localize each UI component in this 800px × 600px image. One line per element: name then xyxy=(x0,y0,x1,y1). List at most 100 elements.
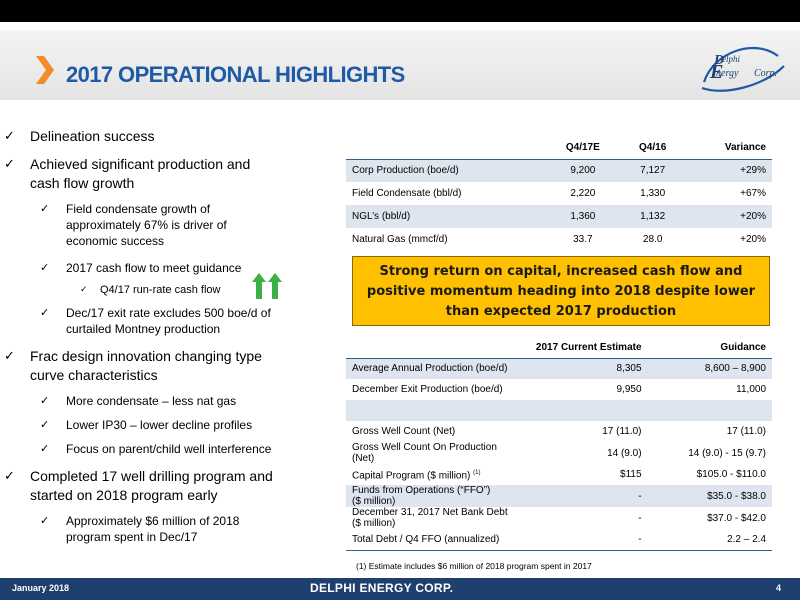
bullet-item: ✓ More condensate – less nat gas xyxy=(40,393,236,409)
check-icon: ✓ xyxy=(40,442,50,455)
bullet-line: Delineation success xyxy=(30,128,155,144)
bullet-item: ✓ Dec/17 exit rate excludes 500 boe/d of c… xyxy=(40,305,271,337)
table-row: December 31, 2017 Net Bank Debt ($ millio… xyxy=(346,507,772,529)
bullet-item: ✓ Q4/17 run-rate cash flow xyxy=(80,283,220,297)
callout-line: Strong return on capital, increased cash… xyxy=(379,264,743,279)
table-cell: 28.0 xyxy=(642,234,663,245)
bullet-text: Achieved significant production and cash … xyxy=(30,155,250,193)
check-icon: ✓ xyxy=(40,306,50,319)
check-icon: ✓ xyxy=(40,394,50,407)
bullet-line: economic success xyxy=(66,234,165,248)
bullet-line: 2017 cash flow to meet guidance xyxy=(66,261,242,275)
guidance-cell: 17 (11.0) xyxy=(726,426,766,437)
table-row: Average Annual Production (boe/d) 8,305 8,… xyxy=(346,358,772,379)
bullet-text: 2017 cash flow to meet guidance xyxy=(66,260,241,276)
guidance-cell: $105.0 - $110.0 xyxy=(696,469,766,480)
label-line: Gross Well Count (Net) xyxy=(352,426,456,437)
label-line: Average Annual Production (boe/d) xyxy=(352,363,508,375)
bullet-text: Completed 17 well drilling program and st… xyxy=(30,467,273,505)
label-line: (Net) xyxy=(352,453,375,464)
bullet-line: Q4/17 run-rate cash flow xyxy=(100,284,221,296)
production-table: Q4/17E Q4/16 Variance Corp Production (b… xyxy=(346,137,772,251)
label-line: ($ million) xyxy=(352,518,396,529)
check-icon: ✓ xyxy=(4,157,15,172)
guidance-cell: $37.0 - $42.0 xyxy=(707,512,766,524)
guidance-cell: 8,600 – 8,900 xyxy=(677,358,772,379)
table-cell: 2,220 xyxy=(570,188,596,199)
bullet-line: program spent in Dec/17 xyxy=(66,530,198,544)
check-icon: ✓ xyxy=(4,129,15,144)
footnote-ref: (1) xyxy=(473,469,481,476)
header-band xyxy=(0,30,800,100)
bullet-text: Q4/17 run-rate cash flow xyxy=(100,283,220,297)
table-row: NGL’s (bbl/d) 1,360 1,132 +20% xyxy=(346,205,772,228)
table-row: Natural Gas (mmcf/d) 33.7 28.0 +20% xyxy=(346,228,772,251)
bullet-line: approximately 67% is driver of xyxy=(66,218,227,232)
bullet-item: ✓ Frac design innovation changing type cur… xyxy=(4,347,262,385)
bullet-item: ✓ Lower IP30 – lower decline profiles xyxy=(40,417,252,433)
callout-line: than expected 2017 production xyxy=(445,304,677,319)
bullet-item: ✓ Achieved significant production and cash… xyxy=(4,155,250,193)
check-icon: ✓ xyxy=(40,202,50,215)
guidance-cell: 2.2 – 2.4 xyxy=(677,529,772,551)
row-label: December Exit Production (boe/d) xyxy=(346,379,522,400)
table-cell: 1,330 xyxy=(640,188,666,199)
table-cell: 9,200 xyxy=(545,159,621,182)
check-icon: ✓ xyxy=(4,349,15,364)
check-icon: ✓ xyxy=(40,514,50,527)
bullet-line: More condensate – less nat gas xyxy=(66,394,237,408)
svg-text:D: D xyxy=(713,53,724,68)
table-row: Field Condensate (bbl/d) 2,220 1,330 +67% xyxy=(346,182,772,205)
bullet-line: Frac design innovation changing type xyxy=(30,348,262,364)
bullet-line: Approximately $6 million of 2018 xyxy=(66,514,240,528)
bullet-text: Focus on parent/child well interference xyxy=(66,441,271,457)
svg-text:nergy: nergy xyxy=(716,68,739,79)
table-cell: +20% xyxy=(684,205,772,228)
top-black-bar xyxy=(0,0,800,22)
bullet-text: Field condensate growth of approximately … xyxy=(66,201,227,249)
table-row: Total Debt / Q4 FFO (annualized) -2.2 – 2… xyxy=(346,529,772,551)
header-cell: 2017 Current Estimate xyxy=(522,337,678,359)
row-label: Average Annual Production (boe/d) xyxy=(346,358,523,379)
estimate-cell: 17 (11.0) xyxy=(602,426,642,437)
label-line: Capital Program ($ million) xyxy=(352,470,471,482)
table-cell: Natural Gas (mmcf/d) xyxy=(352,234,448,245)
svg-text:E: E xyxy=(709,61,723,83)
check-icon: ✓ xyxy=(80,285,88,295)
bullet-line: curtailed Montney production xyxy=(66,322,221,336)
header-cell: Q4/16 xyxy=(620,137,685,160)
bullet-item: ✓ Field condensate growth of approximately… xyxy=(40,201,227,249)
footer-date: January 2018 xyxy=(12,583,70,593)
guidance-cell: $35.0 - $38.0 xyxy=(677,485,772,507)
bullet-item: ✓ Approximately $6 million of 2018 program… xyxy=(40,513,239,545)
bullet-text: Approximately $6 million of 2018 program … xyxy=(66,513,239,545)
bullet-item: ✓ 2017 cash flow to meet guidance xyxy=(40,260,241,276)
bullet-line: cash flow growth xyxy=(30,175,135,191)
table-row: December Exit Production (boe/d) 9,950 11,… xyxy=(346,379,772,400)
estimate-cell: 9,950 xyxy=(616,384,642,395)
table-cell: +29% xyxy=(684,159,772,182)
guidance-table: 2017 Current Estimate Guidance Average A… xyxy=(346,337,772,551)
bullet-line: Achieved significant production and xyxy=(30,156,251,172)
bullet-line: curve characteristics xyxy=(30,367,158,383)
footer-brand: DELPHI ENERGY CORP. xyxy=(310,581,454,595)
row-label xyxy=(346,400,523,421)
header-cell xyxy=(346,337,523,359)
row-label: Gross Well Count On Production (Net) xyxy=(346,442,522,464)
table-row xyxy=(346,400,772,421)
row-label: Capital Program ($ million) (1) xyxy=(346,464,522,485)
guidance-cell: 11,000 xyxy=(736,384,766,395)
table-row: Gross Well Count On Production (Net) 14 (9… xyxy=(346,442,772,464)
estimate-cell xyxy=(522,400,678,421)
bullet-text: Delineation success xyxy=(30,127,155,146)
bullet-line: Completed 17 well drilling program and xyxy=(30,468,273,484)
row-label: December 31, 2017 Net Bank Debt ($ millio… xyxy=(346,507,522,529)
estimate-cell: $115 xyxy=(620,469,642,480)
label-line: Gross Well Count On Production xyxy=(352,442,497,453)
table-row: Corp Production (boe/d) 9,200 7,127 +29% xyxy=(346,159,772,182)
bullet-item: ✓ Delineation success xyxy=(4,127,155,146)
table-cell: 33.7 xyxy=(573,234,593,245)
bullet-line: Focus on parent/child well interference xyxy=(66,442,272,456)
row-label: Funds from Operations (“FFO”) ($ million) xyxy=(346,485,523,507)
check-icon: ✓ xyxy=(4,469,15,484)
